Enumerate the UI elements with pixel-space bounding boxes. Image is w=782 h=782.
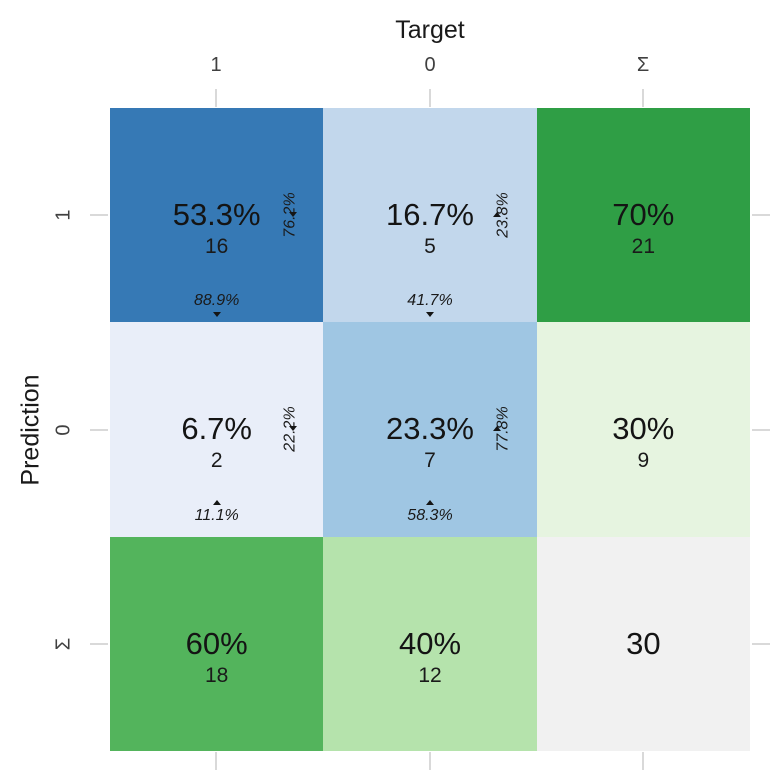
matrix-cell-r2c2-total: 30: [536, 536, 750, 751]
cell-count: 7: [424, 449, 436, 473]
y-tick-label-0: 0: [52, 424, 75, 436]
y-axis-title: Prediction: [16, 374, 45, 486]
axis-tick: [642, 89, 644, 107]
arrow-up-icon: [492, 212, 501, 218]
axis-tick: [752, 429, 770, 431]
cell-count: 5: [424, 235, 436, 259]
column-percentage: 88.9%: [193, 292, 240, 310]
matrix-cell-r1c0: 6.7% 2 22.2% 11.1%: [110, 322, 324, 537]
cell-percentage: 60%: [185, 625, 248, 661]
matrix-cell-r2c0-col-sum: 60% 18: [110, 536, 324, 751]
y-tick-label-1: 1: [52, 209, 75, 221]
axis-tick: [752, 643, 770, 645]
axis-tick: [90, 214, 108, 216]
arrow-down-icon: [289, 212, 298, 218]
cell-count: 9: [637, 449, 650, 473]
arrow-up-icon: [492, 426, 501, 432]
cell-total: 30: [626, 625, 661, 661]
x-axis-title: Target: [395, 16, 465, 44]
cell-count: 12: [418, 663, 442, 687]
axis-tick: [429, 752, 431, 770]
matrix-cell-r0c0: 53.3% 16 76.2% 88.9%: [110, 108, 324, 323]
cell-percentage: 70%: [612, 197, 675, 233]
cell-percentage: 6.7%: [181, 411, 252, 447]
column-percentage: 11.1%: [194, 506, 239, 524]
axis-tick: [90, 429, 108, 431]
arrow-up-icon: [425, 499, 434, 505]
arrow-up-icon: [212, 499, 221, 505]
cell-count: 21: [631, 235, 655, 259]
column-percentage: 41.7%: [407, 292, 453, 310]
cell-percentage: 40%: [398, 625, 462, 661]
column-percentage: 58.3%: [407, 506, 453, 524]
axis-tick: [642, 752, 644, 770]
matrix-cell-r2c1-col-sum: 40% 12: [323, 536, 537, 751]
x-tick-label-sum: Σ: [636, 54, 650, 76]
cell-percentage: 53.3%: [172, 197, 261, 233]
matrix-cell-r0c1: 16.7% 5 23.8% 41.7%: [323, 108, 537, 323]
axis-tick: [215, 752, 217, 770]
axis-tick: [215, 89, 217, 107]
arrow-down-icon: [212, 312, 221, 318]
cell-count: 18: [204, 663, 229, 687]
cell-percentage: 23.3%: [386, 411, 474, 447]
cell-count: 16: [204, 235, 229, 259]
arrow-down-icon: [289, 426, 298, 432]
matrix-cell-r1c2-row-sum: 30% 9: [536, 322, 750, 537]
cell-percentage: 16.7%: [386, 197, 474, 233]
y-tick-label-sum: Σ: [52, 637, 75, 651]
cell-percentage: 30%: [612, 411, 675, 447]
x-tick-label-1: 1: [210, 54, 222, 76]
arrow-down-icon: [425, 312, 434, 318]
cell-count: 2: [210, 449, 223, 473]
axis-tick: [429, 89, 431, 107]
x-tick-label-0: 0: [424, 54, 436, 76]
axis-tick: [90, 643, 108, 645]
matrix-panel: 53.3% 16 76.2% 88.9% 16.7% 5 23.8% 41.7%…: [110, 108, 750, 751]
matrix-cell-r1c1: 23.3% 7 77.8% 58.3%: [323, 322, 537, 537]
matrix-cell-r0c2-row-sum: 70% 21: [536, 108, 750, 323]
axis-tick: [752, 214, 770, 216]
